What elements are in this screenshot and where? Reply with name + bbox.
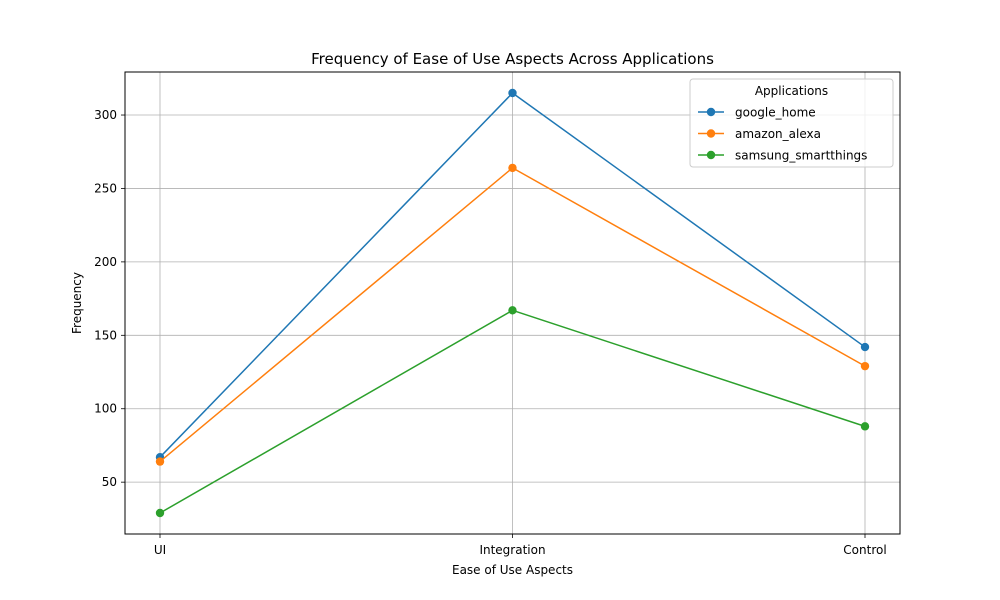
x-tick-label-ui: UI [154,543,166,557]
data-point-google-home-control [860,342,870,352]
y-axis-label: Frequency [70,272,84,334]
y-tick-label-150: 150 [94,328,117,342]
legend-entries: google_home amazon_alexa samsung_smartthin… [698,106,867,163]
legend: Applications google_home amazon_alexasams… [689,78,894,168]
tick-layer: UI Integration Control 50 100 150 200 250 300 [94,108,887,557]
series-samsung-smartthings [155,306,870,518]
legend-marker-samsung-smartthings [706,150,716,160]
data-point-samsung-smartthings-integration [508,306,517,315]
data-point-samsung-smartthings-ui [155,508,165,518]
series-amazon-alexa [155,163,870,466]
legend-marker-google-home [706,107,716,117]
x-tick-label-control: Control [843,543,886,557]
y-tick-label-300: 300 [94,108,117,122]
data-point-amazon-alexa-integration [508,163,517,173]
data-point-amazon-alexa-ui [155,457,165,466]
legend-label-google-home: google_home [735,106,816,120]
legend-item-samsung-smartthings: samsung_smartthings [698,149,867,163]
data-point-amazon-alexa-control [860,361,870,371]
y-tick-label-50: 50 [102,475,117,489]
y-tick-label-250: 250 [94,181,117,195]
y-tick-label-100: 100 [94,402,117,416]
legend-label-amazon-alexa: amazon_alexa [735,127,821,141]
y-tick-label-200: 200 [94,255,117,269]
x-tick-label-integration: Integration [479,543,545,557]
legend-label-samsung-smartthings: samsung_smartthings [735,149,867,163]
chart-title: Frequency of Ease of Use Aspects Across … [311,50,714,68]
legend-box [689,78,894,168]
series-layer [155,88,870,518]
data-point-google-home-integration [508,88,517,98]
legend-item-google-home: google_home [698,106,816,120]
data-point-samsung-smartthings-control [860,422,870,431]
x-axis-label: Ease of Use Aspects [452,563,573,577]
legend-marker-amazon-alexa [706,129,716,138]
legend-title: Applications [755,84,828,98]
legend-item-amazon-alexa: amazon_alexa [698,127,821,141]
